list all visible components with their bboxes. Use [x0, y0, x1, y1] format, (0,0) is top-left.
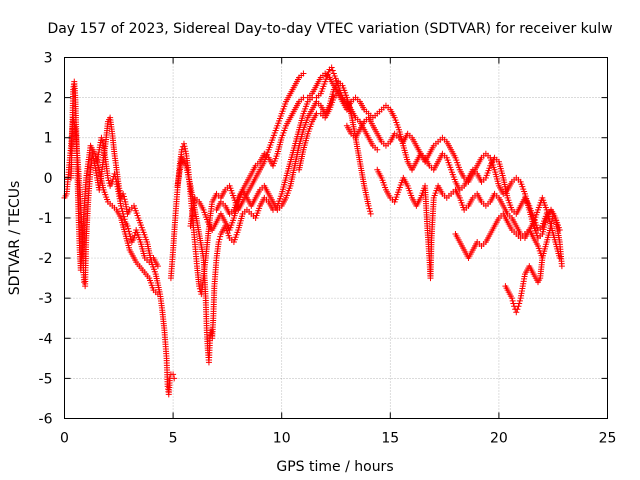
data-point [367, 210, 374, 217]
data-point [118, 205, 125, 212]
data-point [154, 263, 161, 270]
data-point [178, 146, 185, 153]
data-point [217, 233, 224, 240]
data-layer [61, 64, 565, 398]
series-track-11 [94, 134, 161, 270]
data-point [374, 146, 381, 153]
data-point [104, 174, 111, 181]
data-point [550, 210, 557, 217]
data-point [508, 295, 515, 302]
data-point [367, 208, 374, 215]
y-tick-label: 2 [44, 91, 53, 107]
data-point [558, 263, 565, 270]
y-tick-label: -4 [39, 331, 53, 347]
data-point [120, 213, 127, 220]
x-tick-label: 10 [273, 431, 291, 447]
data-point [216, 236, 223, 243]
data-point [509, 297, 516, 304]
tick-layer [64, 57, 608, 419]
y-tick-label: 3 [44, 51, 53, 67]
data-point [120, 210, 127, 217]
y-tick-label: -6 [39, 412, 53, 428]
data-point [105, 177, 112, 184]
y-tick-label: -1 [39, 211, 53, 227]
data-point [182, 145, 189, 152]
data-point [117, 202, 124, 209]
data-point [300, 70, 307, 77]
data-point [329, 67, 336, 74]
data-point [515, 303, 522, 310]
y-tick-labels: 3 2 1 0 -1 -2 -3 -4 -5 -6 [39, 51, 53, 428]
data-point [112, 173, 119, 180]
data-point [516, 297, 523, 304]
data-point [154, 291, 161, 298]
x-tick-label: 20 [490, 431, 508, 447]
y-tick-label: -2 [39, 251, 53, 267]
data-point [170, 371, 177, 378]
x-tick-label: 0 [60, 431, 69, 447]
data-point [125, 228, 132, 235]
data-point [514, 306, 521, 313]
data-point [131, 235, 138, 241]
series-track-9 [452, 210, 546, 262]
x-tick-label: 5 [169, 431, 178, 447]
series-track-12 [213, 70, 381, 217]
chart-title: Day 157 of 2023, Sidereal Day-to-day VTE… [47, 21, 612, 37]
y-tick-label: -5 [39, 371, 53, 387]
y-axis-label: SDTVAR / TECUs [7, 181, 23, 296]
data-point [181, 143, 188, 150]
data-point [366, 205, 373, 212]
data-point [365, 202, 372, 209]
series-track-8 [374, 166, 563, 282]
series-track-2 [68, 78, 161, 298]
data-point [328, 64, 335, 71]
data-point [119, 208, 126, 215]
plot-frame [64, 57, 608, 419]
data-point [171, 375, 178, 382]
data-point [215, 239, 222, 246]
data-point [99, 140, 106, 147]
x-axis-label: GPS time / hours [276, 459, 393, 475]
data-point [196, 283, 203, 290]
data-point [121, 196, 128, 203]
series-track-5 [187, 78, 374, 233]
data-point [510, 300, 517, 307]
data-point [99, 137, 106, 144]
data-point [125, 225, 132, 232]
x-tick-label: 25 [599, 431, 617, 447]
data-point [124, 222, 131, 229]
x-tick-label: 15 [381, 431, 399, 447]
data-point [127, 233, 134, 240]
series-track-1 [61, 114, 178, 398]
data-point [111, 170, 118, 177]
y-tick-label: 1 [44, 131, 53, 147]
data-point [112, 176, 119, 183]
data-point [98, 134, 105, 141]
series-track-10 [502, 210, 557, 316]
data-point [556, 255, 563, 262]
data-point [121, 216, 128, 223]
data-point [182, 148, 189, 155]
y-tick-label: -3 [39, 291, 53, 307]
x-tick-labels: 0 5 10 15 20 25 [60, 431, 616, 447]
data-point [126, 230, 133, 237]
data-point [180, 140, 187, 147]
data-point [516, 300, 523, 307]
y-tick-label: 0 [44, 171, 53, 187]
data-point [513, 309, 520, 316]
